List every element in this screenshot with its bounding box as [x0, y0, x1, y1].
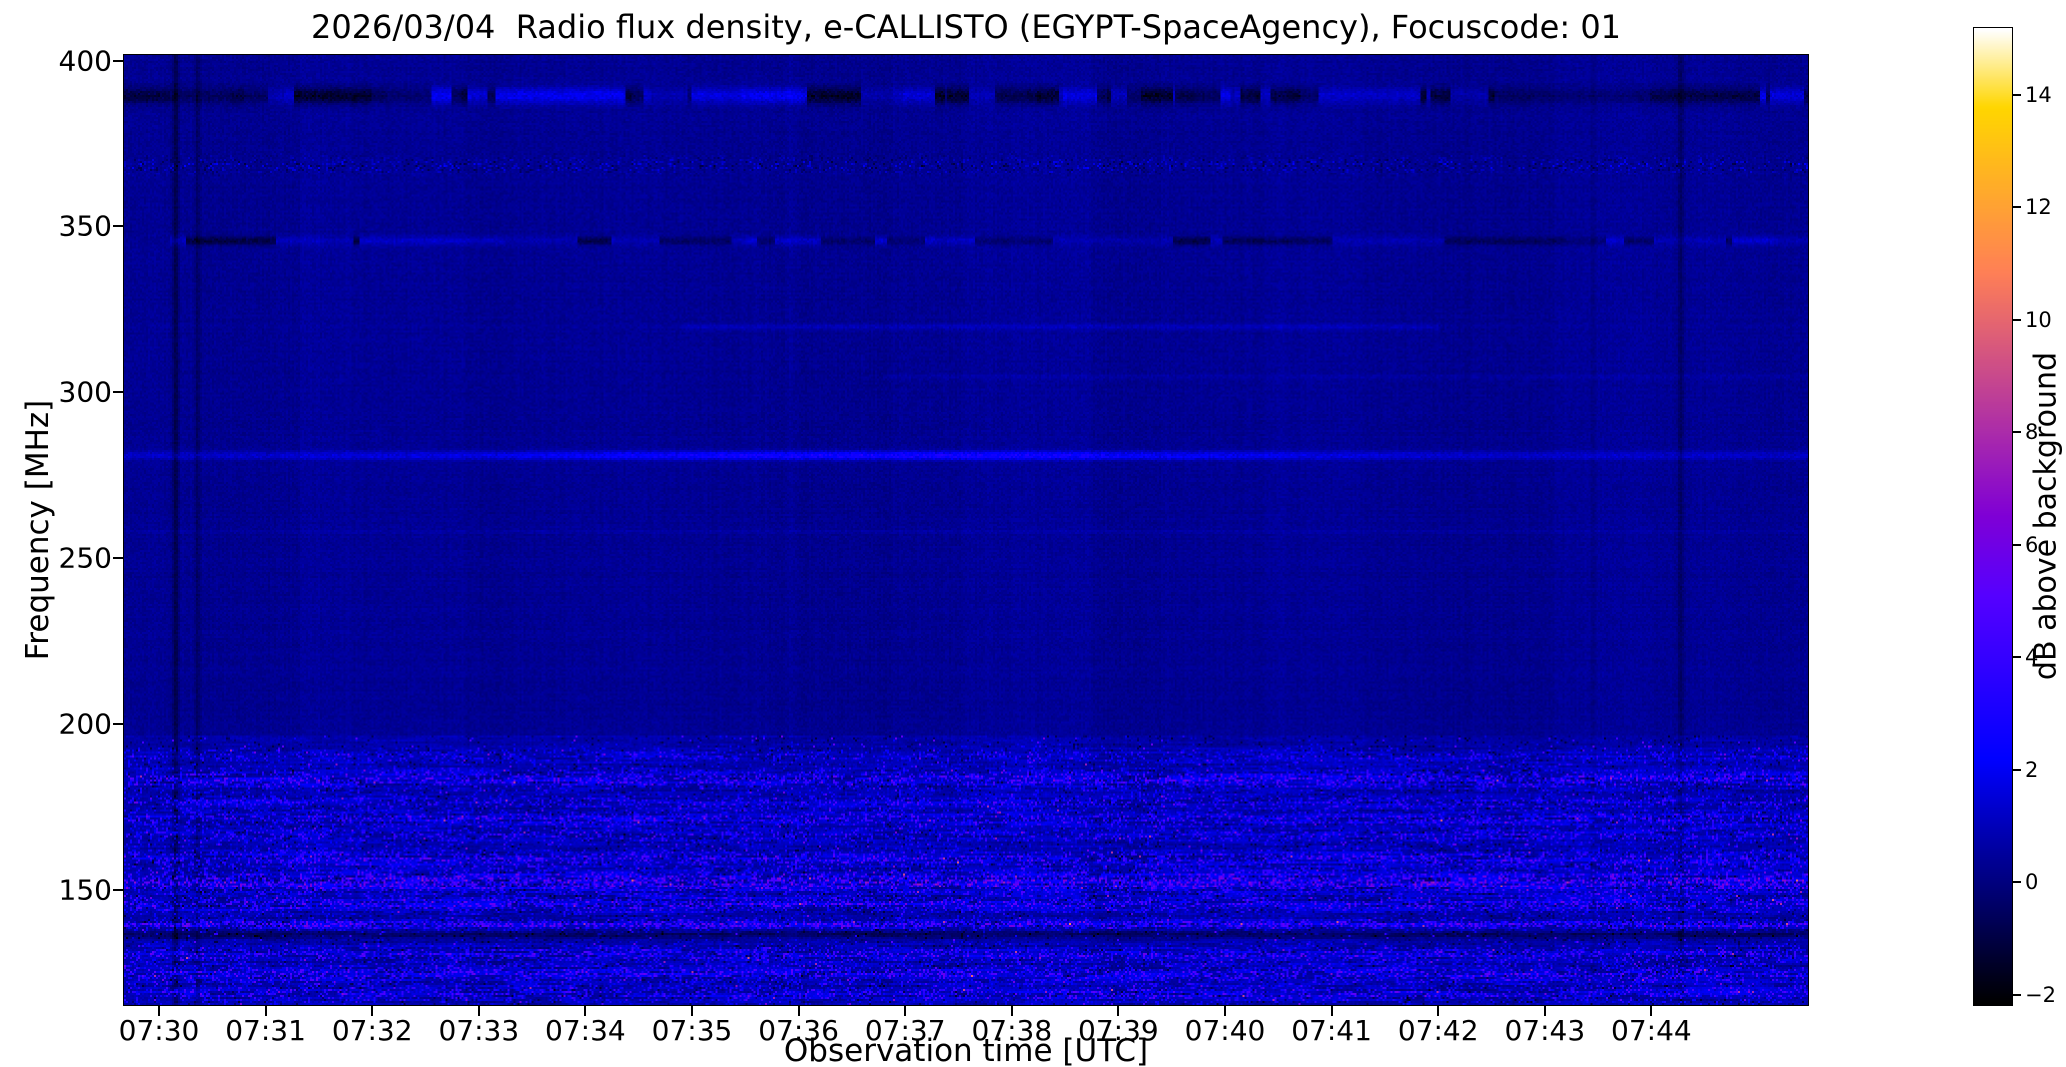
- x-tick-label: 07:38: [971, 1014, 1053, 1047]
- spectrogram-heatmap: [123, 54, 1809, 1006]
- x-tick-label: 07:42: [1397, 1014, 1479, 1047]
- x-tick-mark: [584, 1006, 587, 1016]
- colorbar-tick-mark: [2013, 318, 2021, 321]
- x-tick-mark: [1437, 1006, 1440, 1016]
- x-tick-label: 07:41: [1291, 1014, 1372, 1047]
- colorbar-tick-label: −2: [2025, 982, 2056, 1007]
- colorbar-tick-label: 4: [2025, 645, 2039, 670]
- x-tick-label: 07:33: [438, 1014, 520, 1047]
- colorbar-tick-mark: [2013, 543, 2021, 546]
- colorbar-tick-label: 6: [2025, 532, 2039, 557]
- x-tick-label: 07:44: [1611, 1014, 1692, 1047]
- y-tick-label: 150: [58, 873, 112, 907]
- colorbar-tick-mark: [2013, 93, 2021, 96]
- x-tick-label: 07:37: [864, 1014, 946, 1047]
- x-axis-label: Observation time [UTC]: [783, 1033, 1149, 1067]
- colorbar-tick-label: 2: [2025, 757, 2039, 782]
- y-tick-mark: [113, 557, 123, 560]
- x-tick-label: 07:39: [1078, 1014, 1159, 1047]
- colorbar-tick-mark: [2013, 993, 2021, 996]
- x-tick-mark: [477, 1006, 480, 1016]
- x-tick-mark: [904, 1006, 907, 1016]
- colorbar-tick-mark: [2013, 656, 2021, 659]
- x-tick-mark: [371, 1006, 374, 1016]
- y-tick-mark: [113, 723, 123, 726]
- x-tick-label: 07:35: [651, 1014, 733, 1047]
- x-tick-label: 07:36: [758, 1014, 839, 1047]
- colorbar-tick-label: 12: [2025, 195, 2052, 220]
- x-tick-mark: [1330, 1006, 1333, 1016]
- y-tick-mark: [113, 225, 123, 228]
- y-tick-label: 400: [58, 44, 112, 78]
- x-tick-label: 07:31: [225, 1014, 306, 1047]
- x-tick-mark: [158, 1006, 160, 1016]
- x-tick-mark: [1010, 1006, 1013, 1016]
- colorbar-tick-mark: [2013, 431, 2021, 434]
- colorbar-tick-mark: [2013, 206, 2021, 209]
- x-tick-mark: [1650, 1006, 1653, 1016]
- colorbar-tick-label: 0: [2025, 870, 2039, 895]
- y-tick-mark: [113, 59, 123, 62]
- y-tick-label: 200: [58, 707, 112, 741]
- x-tick-label: 07:30: [118, 1014, 200, 1047]
- colorbar-tick-label: 10: [2025, 307, 2052, 332]
- x-tick-mark: [1224, 1006, 1226, 1016]
- x-tick-mark: [264, 1006, 267, 1016]
- x-tick-label: 07:34: [545, 1014, 626, 1047]
- colorbar-tick-label: 14: [2025, 82, 2052, 107]
- colorbar-tick-mark: [2013, 881, 2021, 884]
- x-tick-mark: [1117, 1006, 1120, 1016]
- x-tick-label: 07:32: [331, 1014, 413, 1047]
- x-tick-mark: [797, 1006, 800, 1016]
- x-tick-label: 07:40: [1184, 1014, 1266, 1047]
- chart-title: 2026/03/04 Radio flux density, e-CALLIST…: [310, 8, 1622, 46]
- x-tick-mark: [1543, 1006, 1546, 1016]
- colorbar-label: dB above background: [2028, 351, 2064, 681]
- colorbar-tick-label: 8: [2025, 420, 2039, 445]
- y-tick-mark: [113, 888, 123, 891]
- y-tick-label: 250: [58, 541, 112, 575]
- colorbar-tick-mark: [2013, 768, 2021, 771]
- colorbar-gradient: [1973, 27, 2013, 1006]
- y-axis-label: Frequency [MHz]: [20, 399, 56, 661]
- y-tick-label: 350: [58, 209, 112, 243]
- x-tick-mark: [691, 1006, 693, 1016]
- x-tick-label: 07:43: [1504, 1014, 1586, 1047]
- y-tick-mark: [113, 391, 123, 394]
- y-tick-label: 300: [58, 375, 112, 409]
